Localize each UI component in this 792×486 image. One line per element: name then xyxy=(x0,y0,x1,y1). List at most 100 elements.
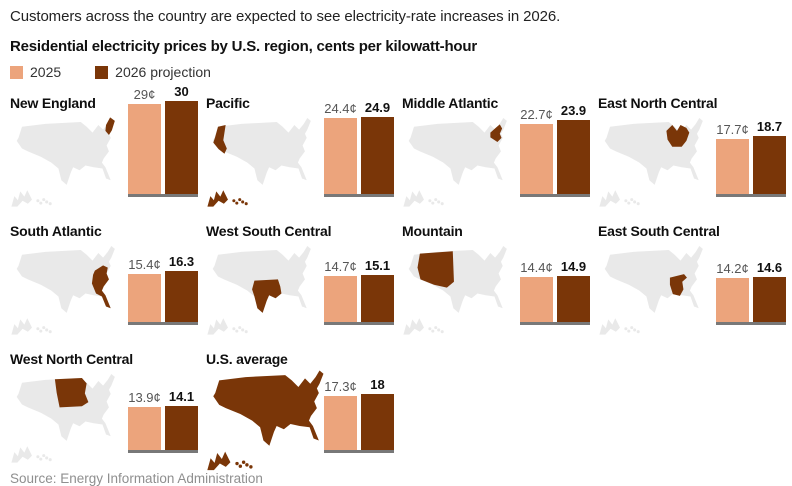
bar-value-2025: 17.7¢ xyxy=(716,122,749,138)
bar-2025 xyxy=(128,406,161,450)
hawaii-dot xyxy=(48,330,52,334)
alaska-shape xyxy=(403,190,424,207)
bar-column-2026: 16.3 xyxy=(165,254,198,322)
panel-body: 14.7¢ 15.1 xyxy=(206,243,396,337)
bar-group: 14.2¢ 14.6 xyxy=(716,260,786,325)
region-panel-east-north-central: East North Central 17.7¢ 18.7 xyxy=(598,95,788,207)
bar-2026 xyxy=(753,276,786,322)
bar-group: 17.7¢ 18.7 xyxy=(716,119,786,197)
bar-value-2026: 16.3 xyxy=(168,254,195,270)
hawaii-dot xyxy=(238,326,242,330)
us-map xyxy=(207,370,324,471)
panel-body: 15.4¢ 16.3 xyxy=(10,243,200,337)
bar-group: 14.4¢ 14.9 xyxy=(520,259,590,325)
bar-column-2025: 17.7¢ xyxy=(716,122,749,194)
hawaii-dot xyxy=(627,201,631,205)
hawaii-dot xyxy=(244,330,248,334)
region-title: East North Central xyxy=(598,95,718,111)
hawaii-dot xyxy=(39,201,43,205)
bar-value-2026: 23.9 xyxy=(560,102,587,118)
us-map-outline xyxy=(212,245,311,313)
hawaii-dot xyxy=(624,199,628,203)
hawaii-dot xyxy=(36,327,40,331)
bar-group: 24.4¢ 24.9 xyxy=(324,100,394,197)
bar-2025 xyxy=(716,277,749,322)
us-map xyxy=(403,245,507,335)
panel-body: 24.4¢ 24.9 xyxy=(206,100,396,209)
hawaii-dot xyxy=(241,328,245,332)
hawaii-dot xyxy=(45,328,49,332)
bar-2025 xyxy=(324,396,357,450)
us-map xyxy=(11,245,115,335)
hawaii-dot xyxy=(431,201,435,205)
bar-value-2025: 22.7¢ xyxy=(520,106,553,122)
bar-value-2025: 17.3¢ xyxy=(324,379,357,395)
us-map-outline xyxy=(213,370,324,446)
us-map-outline xyxy=(604,245,703,313)
bar-group: 14.7¢ 15.1 xyxy=(324,258,394,325)
bar-value-2026: 15.1 xyxy=(364,258,391,274)
region-highlight xyxy=(213,124,227,154)
hawaii-dot xyxy=(241,200,245,204)
region-highlight xyxy=(105,117,115,135)
region-panel-mountain: Mountain 14.4¢ 14.9 xyxy=(402,223,592,335)
bar-column-2025: 22.7¢ xyxy=(520,107,553,194)
region-panel-us-average: U.S. average 17.3¢ 18 xyxy=(206,351,396,471)
bar-value-2025: 14.7¢ xyxy=(324,259,357,275)
bar-value-2026: 14.6 xyxy=(756,259,783,275)
hawaii-dot xyxy=(630,326,634,330)
panel-body: 13.9¢ 14.1 xyxy=(10,371,200,465)
bar-2025 xyxy=(324,276,357,322)
legend-label-2026: 2026 projection xyxy=(115,64,211,80)
alaska-shape xyxy=(403,318,424,335)
bar-column-2026: 30 xyxy=(165,84,198,194)
region-panel-new-england: New England 29¢ 30 xyxy=(10,84,200,209)
bar-column-2025: 15.4¢ xyxy=(128,257,161,322)
hawaii-dot xyxy=(431,329,435,333)
hawaii-dot xyxy=(633,328,637,332)
alaska-shape xyxy=(599,190,620,207)
region-panel-west-south-central: West South Central 14.7¢ 15.1 xyxy=(206,223,396,335)
us-map xyxy=(207,117,311,207)
hawaii-dot xyxy=(235,461,239,466)
bar-value-2025: 24.4¢ xyxy=(324,101,357,117)
hawaii-dot xyxy=(437,328,441,332)
region-panel-west-north-central: West North Central 13.9¢ 14.1 xyxy=(10,351,200,463)
panel-body: 29¢ 30 xyxy=(10,84,200,209)
bar-2025 xyxy=(520,123,553,194)
region-highlight xyxy=(252,279,282,313)
bar-value-2026: 24.9 xyxy=(364,99,391,115)
alaska-shape xyxy=(11,446,32,463)
legend-item-2025: 2025 xyxy=(10,64,61,80)
us-map-outline xyxy=(16,373,115,441)
region-panel-middle-atlantic: Middle Atlantic 22.7¢ 23.9 xyxy=(402,95,592,207)
bar-2026 xyxy=(165,406,198,450)
us-map-outline xyxy=(408,117,507,185)
hawaii-dot xyxy=(636,202,640,206)
hawaii-dot xyxy=(249,465,253,469)
hawaii-dot xyxy=(238,464,243,468)
region-title: East South Central xyxy=(598,223,720,239)
us-map xyxy=(599,117,703,207)
panel-body: 17.7¢ 18.7 xyxy=(598,115,788,209)
region-title: West North Central xyxy=(10,351,133,367)
hawaii-dot xyxy=(437,200,441,204)
legend: 2025 2026 projection xyxy=(10,64,786,80)
hawaii-dot xyxy=(238,198,242,202)
source-note: Source: Energy Information Administratio… xyxy=(10,471,263,486)
hawaii-dot xyxy=(440,202,444,206)
us-map xyxy=(207,245,311,335)
us-map xyxy=(599,245,703,335)
bar-group: 29¢ 30 xyxy=(128,84,198,197)
region-highlight xyxy=(91,265,111,309)
us-map xyxy=(11,373,115,463)
bar-column-2026: 18 xyxy=(361,377,394,450)
panel-body: 22.7¢ 23.9 xyxy=(402,103,592,209)
hawaii-dot xyxy=(45,200,49,204)
region-title: Mountain xyxy=(402,223,463,239)
hawaii-dot xyxy=(45,456,49,460)
bar-column-2025: 14.7¢ xyxy=(324,259,357,322)
hawaii-dot xyxy=(627,329,631,333)
bar-value-2026: 30 xyxy=(174,84,189,99)
